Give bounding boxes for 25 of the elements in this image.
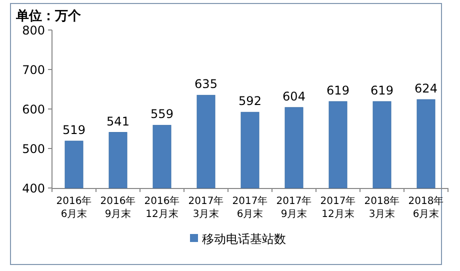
x-tick-label: 2016年6月末: [55, 195, 93, 221]
x-tick-label: 2017年12月末: [319, 195, 357, 221]
y-tick-label: 400: [22, 182, 45, 196]
y-axis-title: 单位：万个: [15, 8, 82, 24]
data-label: 519: [62, 122, 86, 137]
y-tick-label: 800: [22, 24, 45, 38]
x-tick-label: 2017年6月末: [231, 195, 269, 221]
x-tick-label: 2018年6月末: [407, 195, 445, 221]
data-label: 559: [150, 107, 174, 122]
x-tick-label: 2017年3月末: [187, 195, 225, 221]
data-label: 635: [194, 77, 218, 92]
y-tick-label: 500: [22, 142, 45, 156]
data-label: 624: [414, 82, 438, 96]
legend-label: 移动电话基站数: [202, 232, 286, 246]
x-tick-label: 2018年3月末: [363, 195, 401, 221]
data-label: 619: [326, 83, 350, 98]
x-tick-label: 2016年12月末: [143, 195, 181, 221]
y-tick-label: 700: [22, 63, 45, 77]
x-tick-label: 2017年9月末: [275, 195, 313, 221]
data-label: 592: [238, 94, 262, 108]
y-tick-label: 600: [22, 102, 45, 116]
x-tick-label: 2016年9月末: [99, 195, 137, 221]
data-label: 541: [106, 114, 130, 128]
data-label: 604: [282, 89, 306, 104]
data-label: 619: [370, 83, 394, 98]
